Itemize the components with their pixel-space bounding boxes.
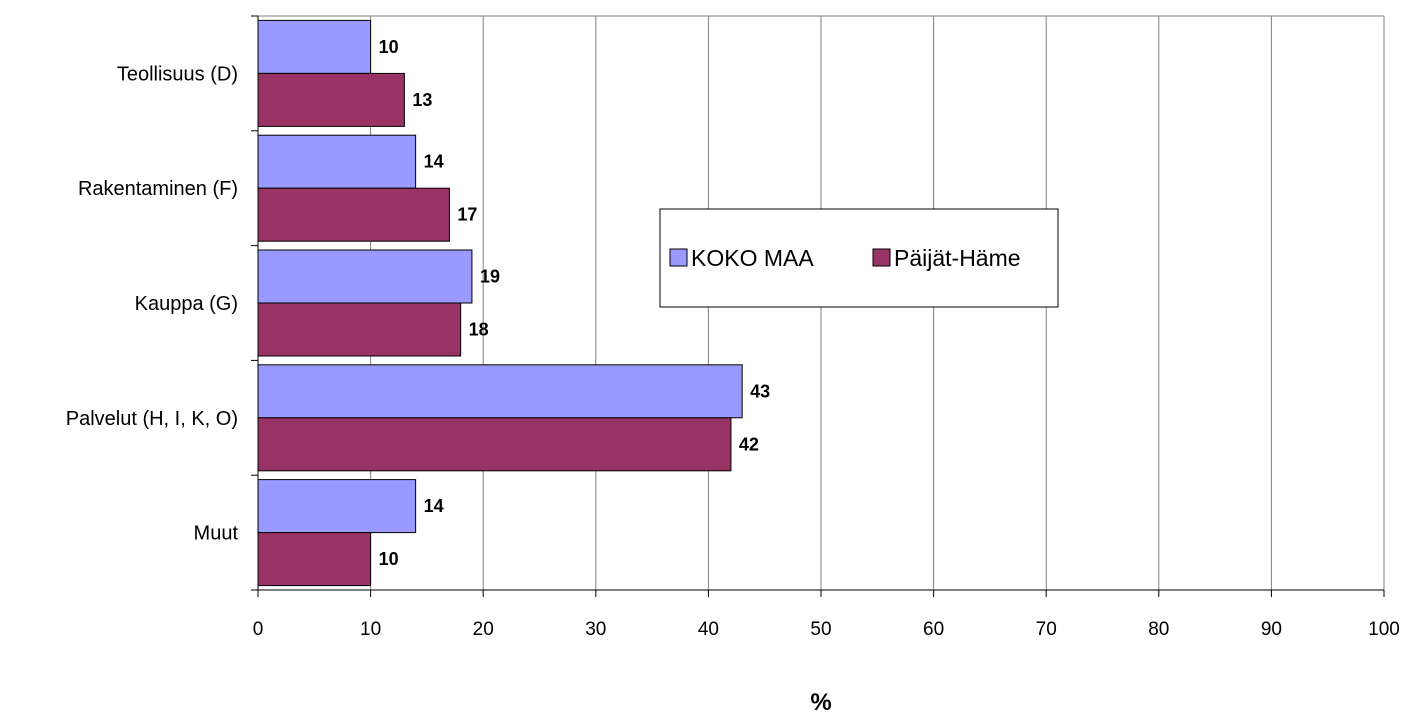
data-label: 14 <box>424 152 444 172</box>
legend-box <box>659 208 1059 308</box>
x-tick-label: 60 <box>923 619 944 640</box>
category-label: Teollisuus (D) <box>117 63 238 85</box>
data-label: 10 <box>379 549 399 569</box>
data-label: 10 <box>379 37 399 57</box>
data-label: 17 <box>457 205 477 225</box>
category-label: Palvelut (H, I, K, O) <box>66 408 238 430</box>
x-tick-label: 0 <box>253 619 264 640</box>
x-tick-label: 90 <box>1261 619 1282 640</box>
bar-paijat-hame <box>257 417 732 472</box>
legend-swatch-koko-maa <box>669 248 688 267</box>
data-label: 18 <box>469 320 489 340</box>
bar-koko-maa <box>257 19 372 74</box>
data-label: 14 <box>424 496 444 516</box>
legend-label-koko-maa: KOKO MAA <box>691 245 814 271</box>
x-tick-label: 100 <box>1368 619 1400 640</box>
legend-swatch-paijat-hame <box>872 248 891 267</box>
bar-koko-maa <box>257 134 417 189</box>
category-label: Muut <box>194 523 239 545</box>
legend: KOKO MAA Päijät-Häme <box>659 208 1059 308</box>
bar-koko-maa <box>257 249 473 304</box>
x-tick-label: 10 <box>360 619 381 640</box>
category-label: Kauppa (G) <box>135 293 238 315</box>
x-axis-title: % <box>810 689 831 716</box>
legend-label-paijat-hame: Päijät-Häme <box>894 245 1021 271</box>
data-labels: 10 13 14 17 19 18 43 42 14 10 <box>379 37 771 569</box>
x-tick-label: 80 <box>1148 619 1169 640</box>
x-tick-label: 30 <box>585 619 606 640</box>
bar-paijat-hame <box>257 72 405 127</box>
x-tick-label: 70 <box>1036 619 1057 640</box>
data-label: 42 <box>739 434 759 454</box>
axes <box>251 15 1385 597</box>
x-tick-label: 40 <box>698 619 719 640</box>
category-labels: Teollisuus (D) Rakentaminen (F) Kauppa (G)… <box>66 63 239 544</box>
category-label: Rakentaminen (F) <box>78 178 238 200</box>
data-label: 19 <box>480 267 500 287</box>
data-label: 43 <box>750 381 770 401</box>
bar-paijat-hame <box>257 302 462 357</box>
x-tick-label: 50 <box>810 619 831 640</box>
data-label: 13 <box>412 90 432 110</box>
bar-koko-maa <box>257 479 417 534</box>
bars <box>257 19 743 587</box>
bar-koko-maa <box>257 364 743 419</box>
x-tick-labels: 0 10 20 30 40 50 60 70 80 90 100 <box>253 619 1400 640</box>
bar-paijat-hame <box>257 532 372 587</box>
x-tick-label: 20 <box>473 619 494 640</box>
bar-paijat-hame <box>257 187 450 242</box>
